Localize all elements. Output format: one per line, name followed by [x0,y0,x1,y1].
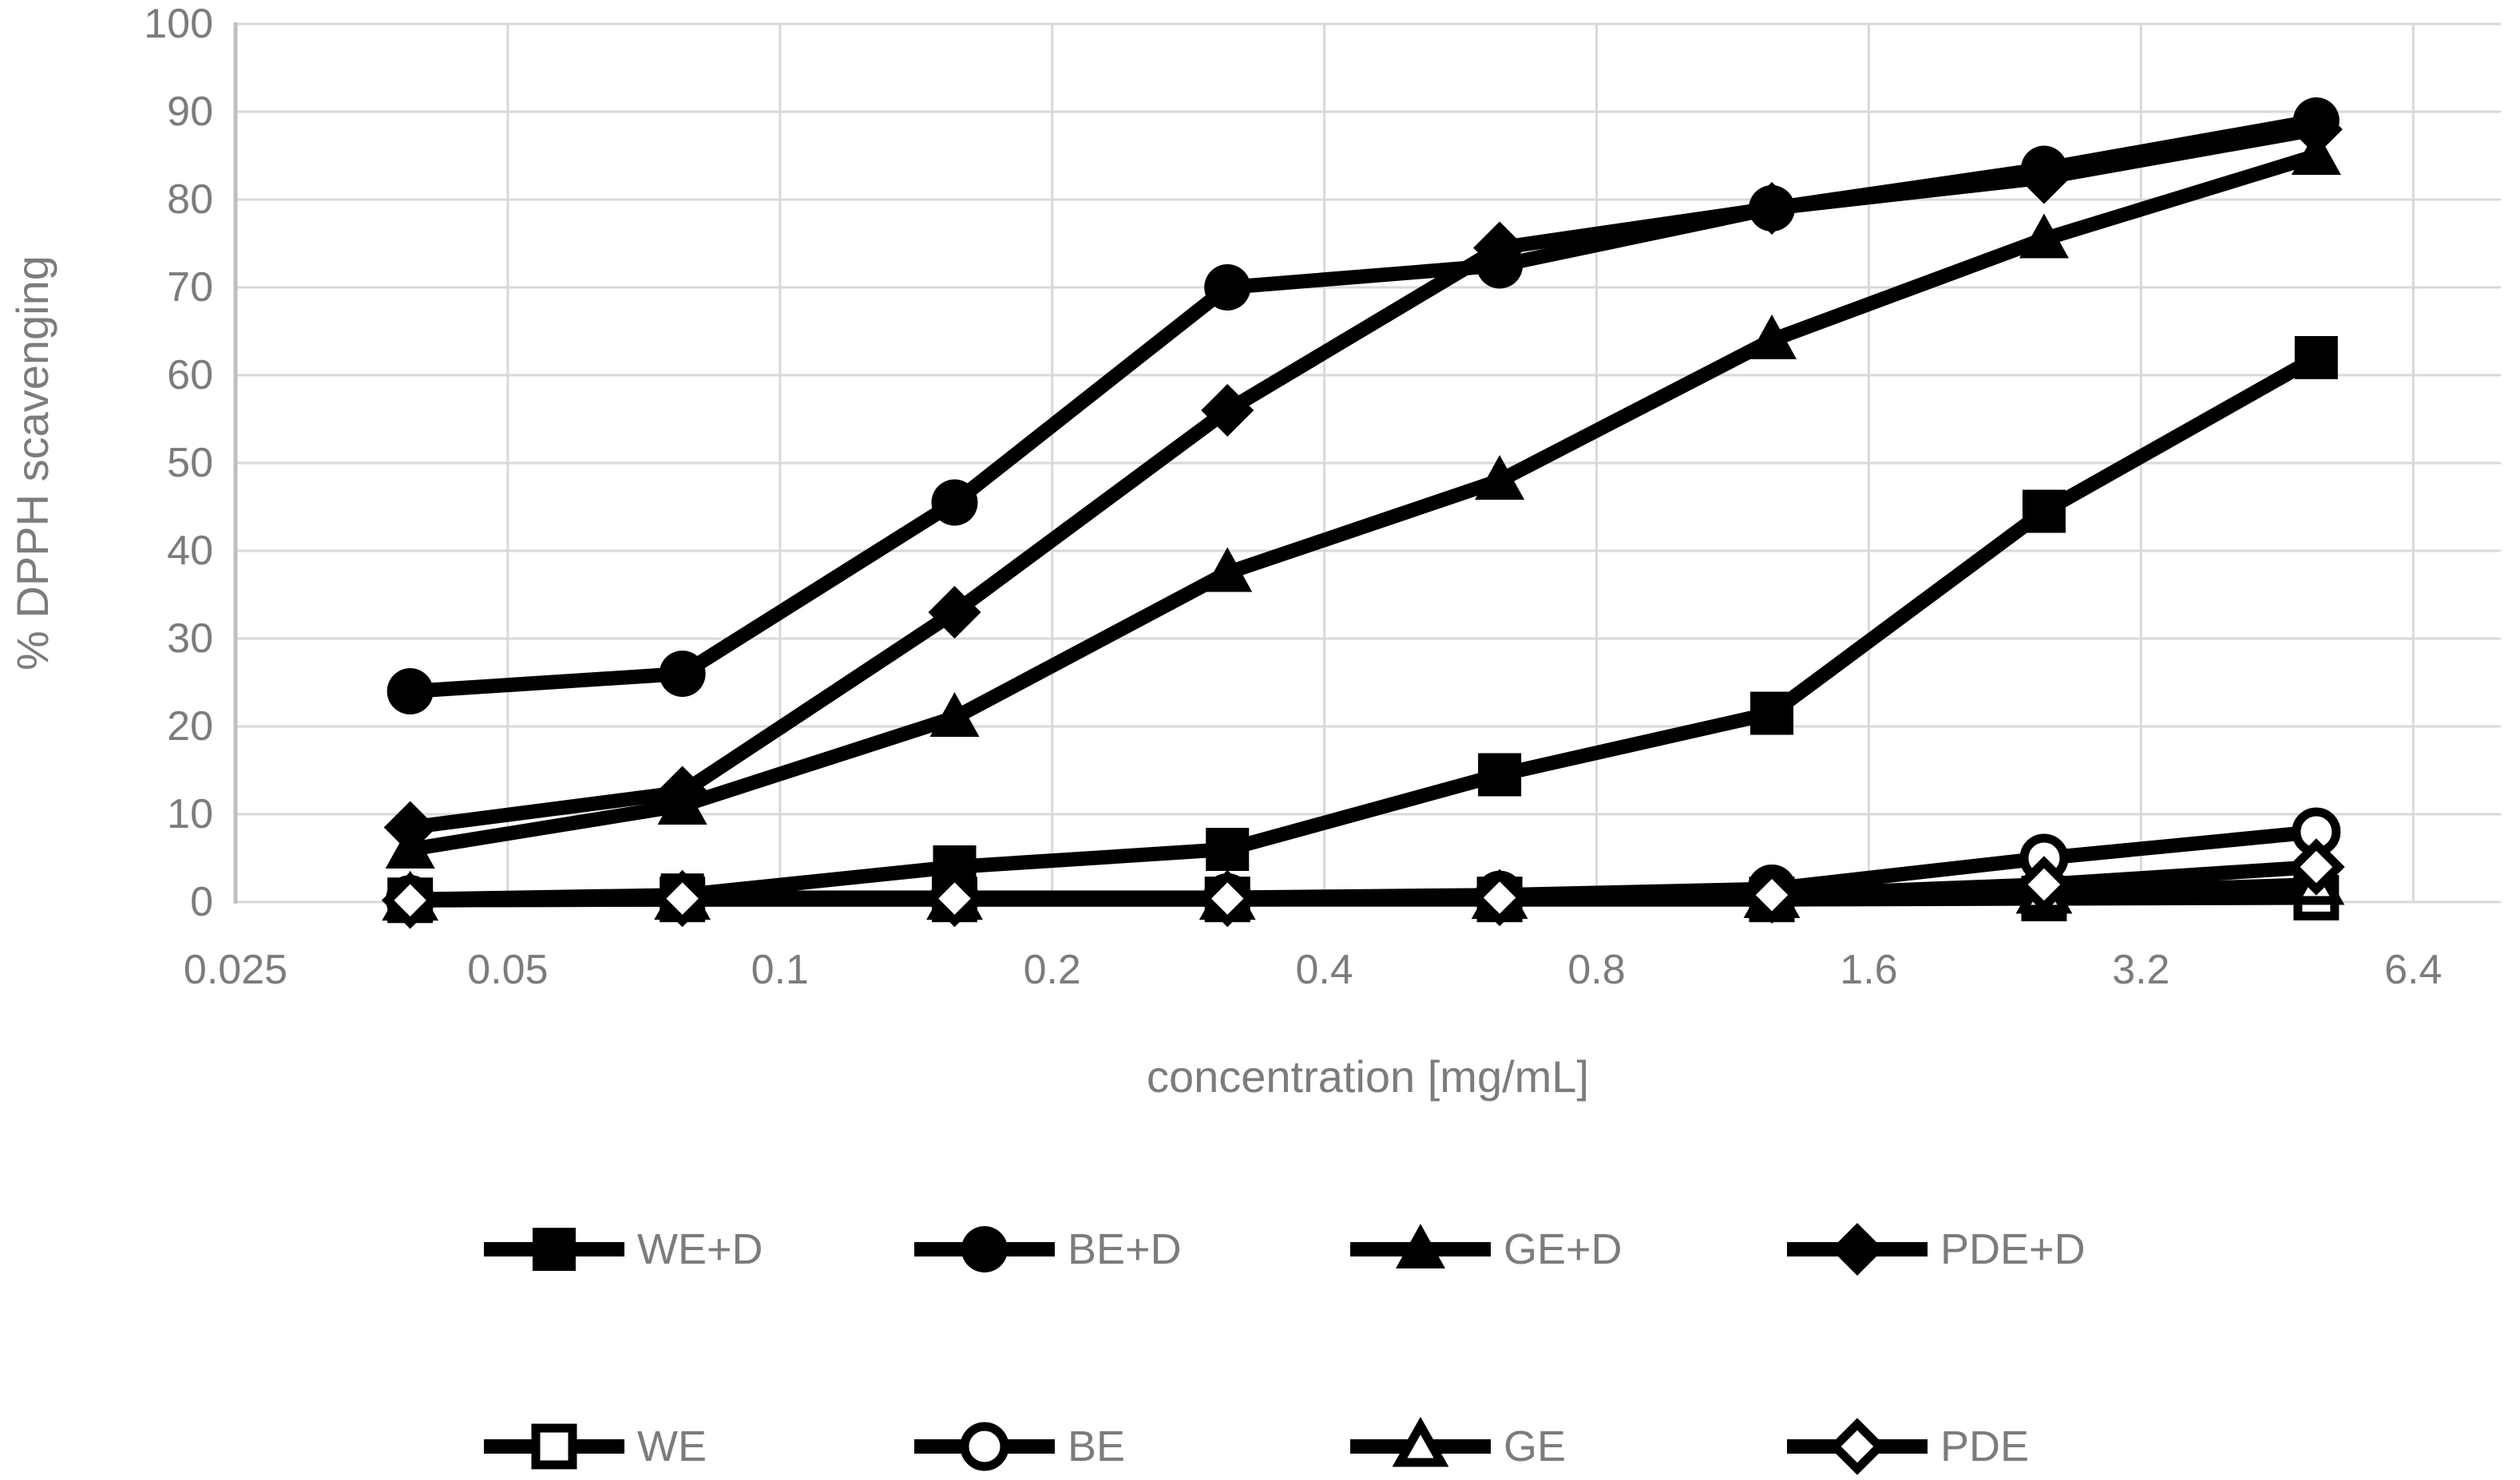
data-point-PDE+D [1201,384,1254,437]
data-point-PDE+D [2289,103,2343,156]
x-tick-label: 0.05 [467,947,548,993]
x-tick-label: 0.2 [1024,947,1081,993]
data-point-GE+D [1203,547,1253,592]
data-point-BE+D [386,668,434,714]
series-line-WE+D [402,350,2324,907]
y-tick-label: 100 [144,1,213,47]
data-point-BE+D [659,651,706,697]
legend-item-PDE+D: PDE+D [1787,1223,2086,1276]
legend-label: BE+D [1068,1225,1182,1273]
legend-label: GE [1504,1423,1566,1470]
legend-label: WE+D [637,1225,763,1273]
x-tick-label: 0.8 [1567,947,1625,993]
legend-label: GE+D [1504,1225,1623,1273]
data-point-PDE+D [383,801,437,854]
data-point-PDE+D [2017,151,2070,204]
data-point-WE+D [1750,691,1794,735]
data-point-PDE [1471,869,1528,927]
y-tick-label: 50 [167,440,213,486]
y-tick-label: 0 [190,879,213,925]
data-point-PDE+D [656,766,709,819]
x-axis-title: concentration [mg/mL] [1147,1051,1589,1102]
legend-marker-BE+D [961,1226,1008,1272]
legend-marker-WE+D [533,1228,576,1271]
y-tick-label: 10 [167,791,213,837]
legend-item-GE: GE [1350,1416,1566,1470]
y-tick-label: 30 [167,615,213,662]
x-tick-label: 0.025 [184,947,287,993]
y-tick-label: 80 [167,176,213,223]
legend-item-WE: WE [484,1423,707,1470]
y-tick-label: 90 [167,89,213,135]
data-point-GE+D [2019,213,2069,259]
series-line-PDE [402,860,2324,908]
legend-label: PDE [1940,1423,2029,1470]
legend-item-GE+D: GE+D [1350,1224,1623,1273]
y-tick-label: 20 [167,703,213,750]
legend-item-PDE: PDE [1787,1418,2029,1475]
legend-marker-BE [960,1422,1009,1471]
x-tick-label: 3.2 [2112,947,2169,993]
y-axis-title: % DPPH scavenging [7,255,57,671]
data-point-WE+D [1206,828,1250,871]
x-tick-label: 1.6 [1840,947,1897,993]
data-point-PDE+D [928,586,981,639]
data-point-WE+D [2294,336,2338,379]
data-point-GE+D [1475,455,1525,500]
data-point-PDE+D [1473,221,1527,275]
legend-item-BE: BE [914,1422,1125,1471]
y-tick-label: 70 [167,264,213,311]
legend-item-WE+D: WE+D [484,1225,763,1273]
series-line-GE+D [402,148,2324,857]
data-point-PDE [1199,869,1256,928]
legend-label: PDE+D [1940,1225,2086,1273]
y-tick-label: 60 [167,352,213,398]
legend-label: WE [637,1423,707,1470]
legend-item-BE+D: BE+D [914,1225,1182,1273]
data-point-PDE [2015,856,2073,913]
legend-marker-PDE+D [1831,1223,1884,1276]
legend-label: BE [1068,1423,1125,1470]
legend-marker-GE [1392,1416,1449,1467]
y-tick-label: 40 [167,528,213,574]
series-line-BE+D [402,113,2324,698]
data-point-PDE [925,869,984,928]
series-line-PDE+D [402,122,2324,835]
legend-marker-WE [531,1423,577,1470]
x-tick-label: 0.1 [751,947,809,993]
data-point-WE+D [1478,753,1522,797]
data-point-PDE [1743,866,1801,924]
data-point-BE+D [931,479,978,526]
axis-layer: 0 10 20 30 40 50 60 70 80 90 100 0.025 0.05 0.1 0.2 0.4… [144,1,2442,993]
data-point-PDE+D [1745,182,1799,235]
series-layer [381,97,2345,929]
legend-marker-GE+D [1396,1224,1445,1268]
x-tick-label: 6.4 [2384,947,2442,993]
x-tick-label: 0.4 [1295,947,1353,993]
data-point-BE+D [1204,264,1251,311]
data-point-PDE [653,869,711,928]
data-point-PDE [2288,838,2345,896]
data-point-WE+D [2022,489,2066,533]
legend-layer: WE+D BE+D GE+D PDE+D WE BE GE PDE [484,1223,2086,1475]
legend-marker-PDE [1829,1418,1886,1475]
data-point-GE+D [1747,315,1797,359]
data-point-PDE [381,872,439,929]
data-point-GE+D [929,692,980,737]
